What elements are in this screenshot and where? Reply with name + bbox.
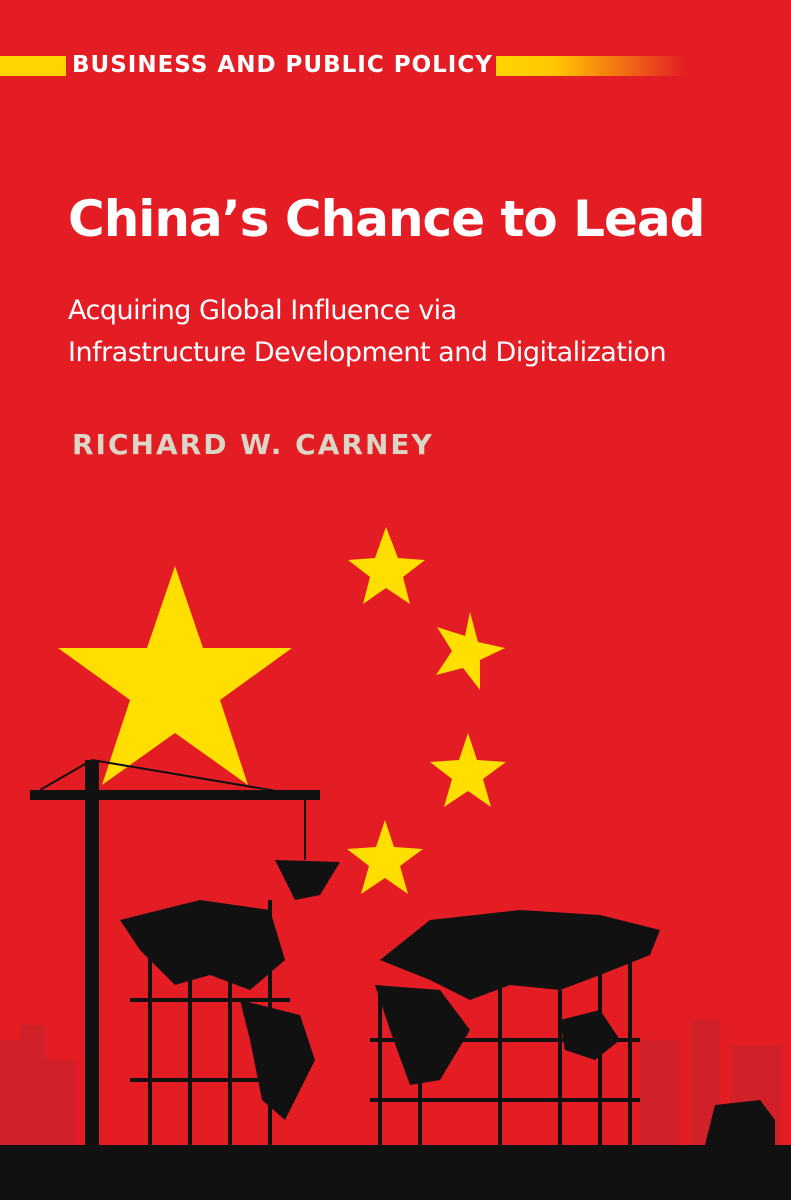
small-star-icon <box>436 612 505 690</box>
subtitle-line: Infrastructure Development and Digitaliz… <box>68 337 667 368</box>
city-skyline-icon <box>0 1020 780 1150</box>
small-star-icon <box>347 820 423 894</box>
series-bar-right <box>496 56 686 76</box>
book-title: China’s Chance to Lead <box>68 190 705 248</box>
small-star-icon <box>348 527 425 604</box>
large-star-icon <box>58 566 292 785</box>
book-author: RICHARD W. CARNEY <box>72 428 434 461</box>
small-star-icon <box>430 733 506 807</box>
crane-icon <box>30 759 340 1145</box>
book-subtitle: Acquiring Global Influence via Infrastru… <box>68 290 667 374</box>
series-label: BUSINESS AND PUBLIC POLICY <box>72 52 493 78</box>
subtitle-line: Acquiring Global Influence via <box>68 295 457 326</box>
series-bar-left <box>0 56 66 76</box>
world-map-scaffold-icon <box>0 900 791 1200</box>
